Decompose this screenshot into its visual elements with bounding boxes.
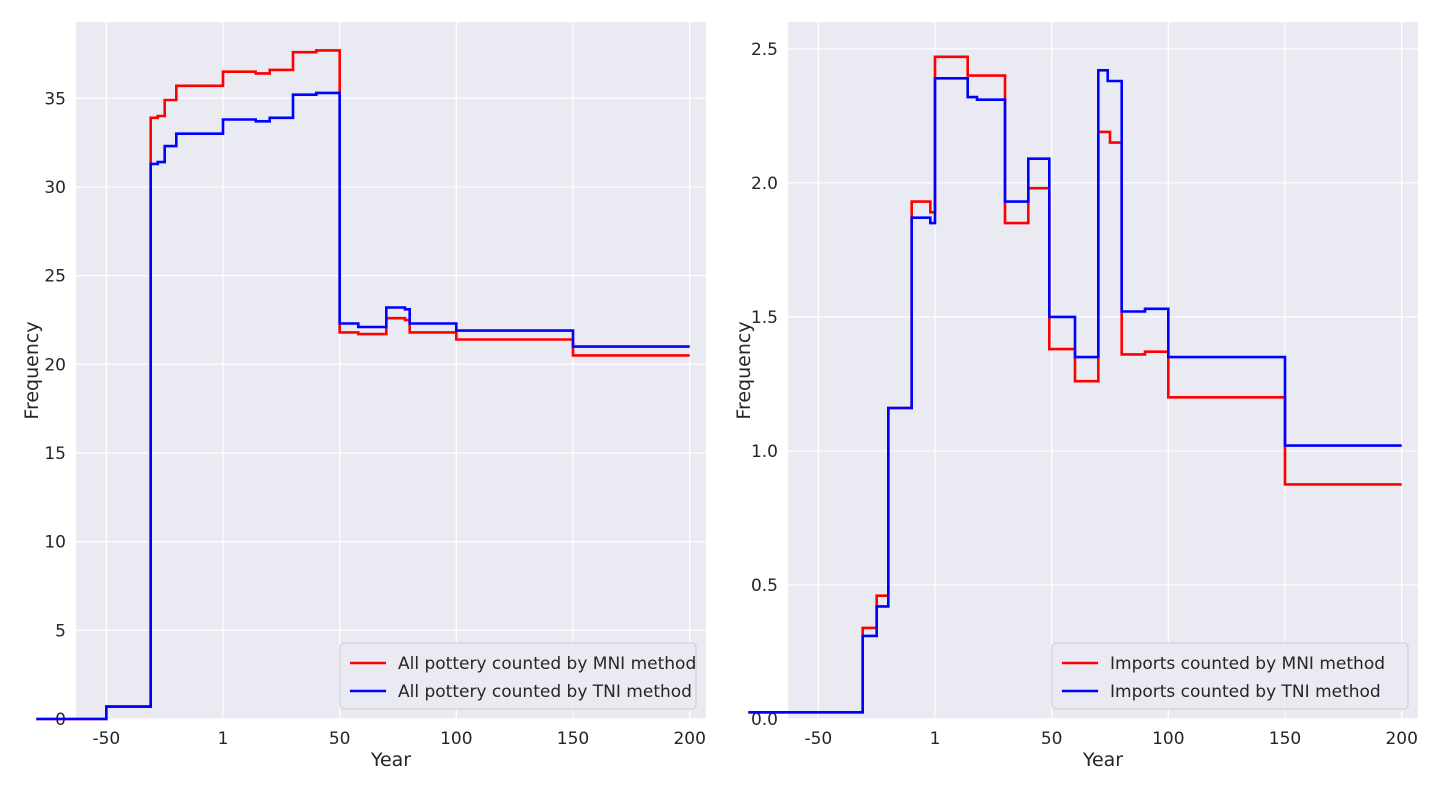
- chart-2-series-2-line: [748, 69, 1402, 714]
- chart-2-x-tick-label: 150: [1269, 729, 1301, 749]
- chart-1-plot-area: [76, 22, 706, 719]
- chart-1-legend: All pottery counted by MNI method All pot…: [339, 642, 697, 710]
- chart-1-x-tick-label: 50: [329, 729, 351, 749]
- chart-2-x-axis-label: Year: [1082, 749, 1123, 771]
- chart-2-legend-entry: Imports counted by TNI method: [1110, 682, 1381, 702]
- chart-1-y-axis-label: Frequency: [21, 321, 43, 419]
- chart-1-x-axis-label: Year: [370, 749, 411, 771]
- chart-2-y-tick-label: 2.5: [751, 40, 778, 60]
- chart-2-y-tick-label: 1.5: [751, 308, 778, 328]
- chart-2-x-tick-label: 1: [930, 729, 941, 749]
- chart-1-x-tick-label: 200: [673, 729, 705, 749]
- chart-2-y-tick-label: 0.5: [751, 576, 778, 596]
- chart-1-y-tick-label: 20: [44, 355, 66, 375]
- chart-1: -50 1 50 100 150 20005101520253035YearFrequen…: [21, 22, 706, 771]
- chart-1-x-tick-label: -50: [92, 729, 120, 749]
- chart-1-x-tick-label: 1: [218, 729, 229, 749]
- chart-1-y-tick-label: 15: [44, 444, 66, 464]
- chart-2-x-tick-label: -50: [804, 729, 832, 749]
- chart-1-legend-entry: All pottery counted by MNI method: [398, 654, 696, 674]
- chart-2-x-tick-label: 200: [1385, 729, 1417, 749]
- chart-2-legend-box: [1051, 642, 1409, 710]
- chart-1-series-2-line: [36, 91, 690, 721]
- chart-2-x-tick-label: 50: [1041, 729, 1063, 749]
- chart-2-plot-area: [788, 22, 1418, 719]
- chart-1-legend-entry: All pottery counted by TNI method: [398, 682, 692, 702]
- chart-1-y-tick-label: 35: [44, 89, 66, 109]
- chart-1-y-tick-label: 25: [44, 267, 66, 287]
- chart-2-y-tick-label: 1.0: [751, 442, 778, 462]
- chart-2-x-tick-label: 100: [1152, 729, 1184, 749]
- chart-1-x-tick-label: 100: [440, 729, 472, 749]
- chart-1-y-tick-label: 30: [44, 178, 66, 198]
- chart-2: -50 1 50 100 150 2000.00.51.01.52.02.5YearFre…: [733, 22, 1418, 771]
- chart-1-y-tick-label: 10: [44, 533, 66, 553]
- chart-2-legend: Imports counted by MNI method Imports cou…: [1051, 642, 1409, 710]
- chart-1-legend-box: [339, 642, 697, 710]
- chart-2-y-axis-label: Frequency: [733, 321, 755, 419]
- chart-1-y-tick-label: 5: [55, 621, 66, 641]
- chart-2-y-tick-label: 2.0: [751, 174, 778, 194]
- chart-2-legend-entry: Imports counted by MNI method: [1110, 654, 1385, 674]
- chart-1-x-tick-label: 150: [557, 729, 589, 749]
- chart-2-y-tick-label: 0.0: [751, 710, 778, 730]
